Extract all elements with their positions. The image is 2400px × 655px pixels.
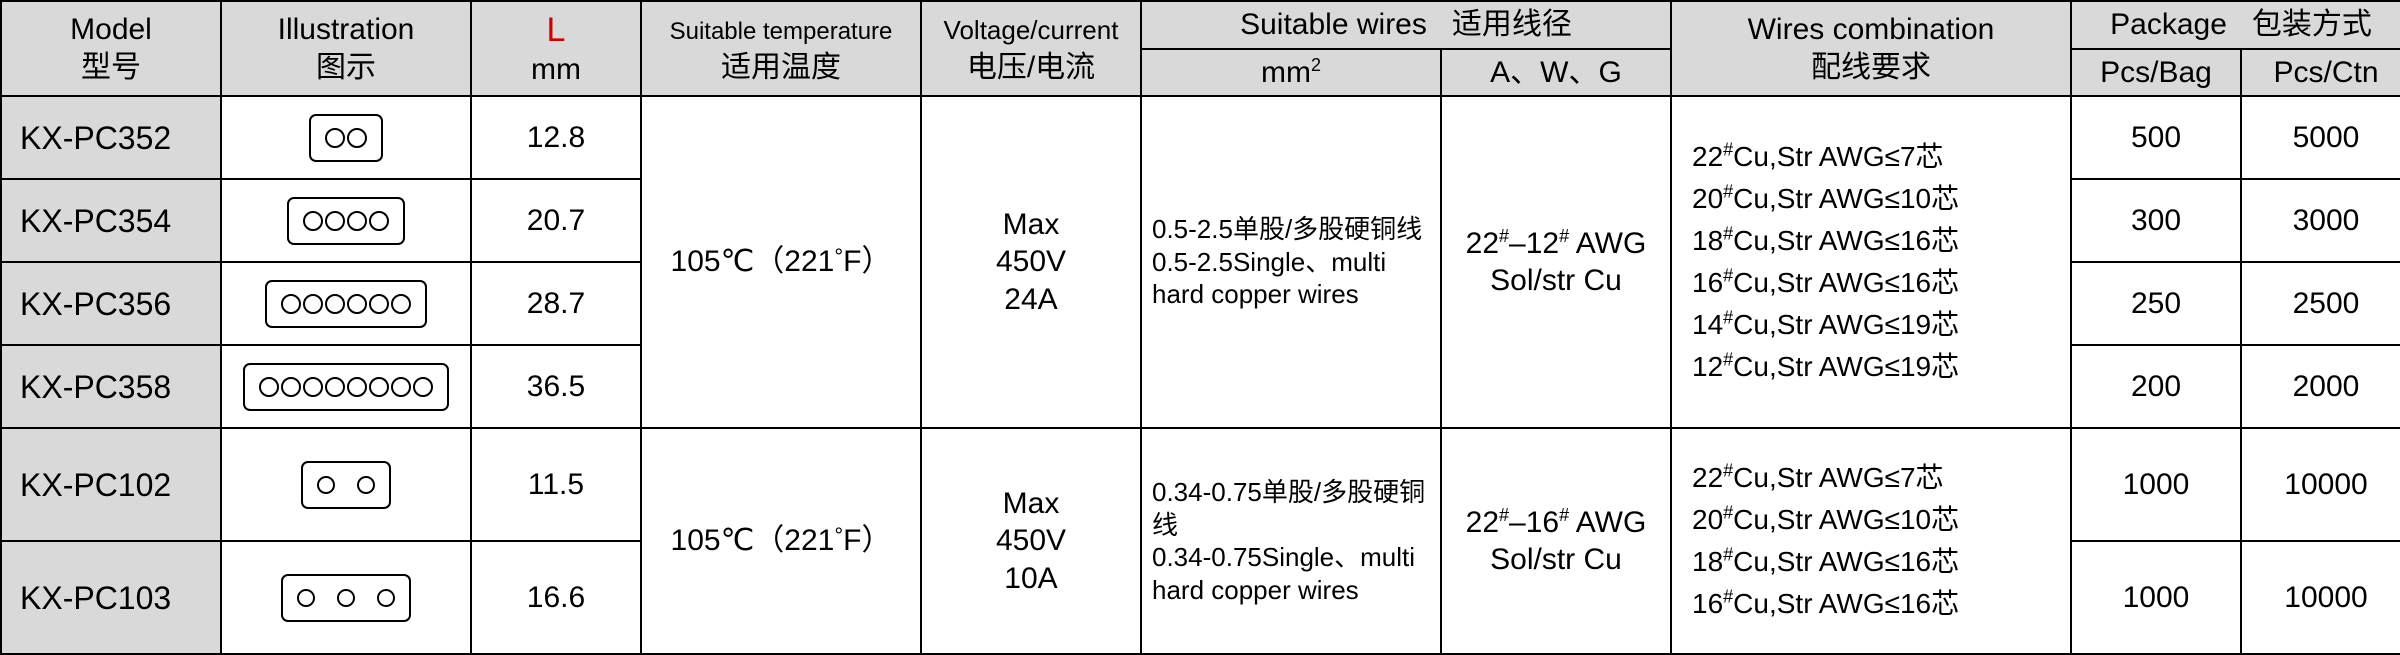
model-cell: KX-PC358 [1, 345, 221, 428]
header-package-en: Package [2110, 8, 2227, 41]
voltage-cell: Max450V24A [921, 96, 1141, 428]
pcs-ctn-cell: 10000 [2241, 541, 2400, 654]
pcs-bag-cell: 250 [2071, 262, 2241, 345]
pcs-bag-cell: 200 [2071, 345, 2241, 428]
illustration-cell [221, 262, 471, 345]
table-row: KX-PC10211.5105℃（221°F）Max450V10A0.34-0.… [1, 428, 2400, 541]
header-model: Model 型号 [1, 1, 221, 96]
header-wires-sub1: mm2 [1141, 49, 1441, 97]
header-temperature-en: Suitable temperature [670, 18, 893, 45]
illustration-cell [221, 96, 471, 179]
pcs-ctn-cell: 10000 [2241, 428, 2400, 541]
length-cell: 12.8 [471, 96, 641, 179]
header-illustration-en: Illustration [278, 13, 415, 46]
length-cell: 20.7 [471, 179, 641, 262]
illustration-cell [221, 428, 471, 541]
pcs-ctn-cell: 5000 [2241, 96, 2400, 179]
header-wires-en: Suitable wires [1240, 8, 1427, 41]
length-cell: 36.5 [471, 345, 641, 428]
pcs-bag-cell: 1000 [2071, 428, 2241, 541]
header-wires-sub1-lbl: mm2 [1261, 56, 1321, 89]
header-L-unit: mm [531, 53, 581, 86]
temperature-cell: 105℃（221°F） [641, 96, 921, 428]
combination-cell: 22#Cu,Str AWG≤7芯20#Cu,Str AWG≤10芯18#Cu,S… [1671, 96, 2071, 428]
wire-awg-cell: 22#–12# AWGSol/str Cu [1441, 96, 1671, 428]
illustration-cell [221, 541, 471, 654]
wire-mm2-cell: 0.5-2.5单股/多股硬铜线0.5-2.5Single、multi hard … [1141, 96, 1441, 428]
model-cell: KX-PC356 [1, 262, 221, 345]
header-wires-sub2: A、W、G [1441, 49, 1671, 97]
illustration-cell [221, 345, 471, 428]
model-cell: KX-PC354 [1, 179, 221, 262]
header-combination-zh: 配线要求 [1811, 51, 1931, 84]
spec-table: Model 型号 Illustration 图示 L mm Suitable t… [0, 0, 2400, 655]
wire-awg-cell: 22#–16# AWGSol/str Cu [1441, 428, 1671, 654]
header-illustration-zh: 图示 [316, 51, 376, 84]
model-cell: KX-PC352 [1, 96, 221, 179]
temperature-cell: 105℃（221°F） [641, 428, 921, 654]
header-voltage: Voltage/current 电压/电流 [921, 1, 1141, 96]
header-model-en: Model [70, 13, 152, 46]
pcs-ctn-cell: 2000 [2241, 345, 2400, 428]
header-illustration: Illustration 图示 [221, 1, 471, 96]
header-L: L mm [471, 1, 641, 96]
pcs-ctn-cell: 2500 [2241, 262, 2400, 345]
pcs-bag-cell: 1000 [2071, 541, 2241, 654]
table-row: KX-PC35212.8105℃（221°F）Max450V24A0.5-2.5… [1, 96, 2400, 179]
header-voltage-zh: 电压/电流 [967, 51, 1095, 84]
length-cell: 28.7 [471, 262, 641, 345]
header-package: Package 包装方式 [2071, 1, 2400, 49]
header-combination-en: Wires combination [1748, 13, 1995, 46]
header-voltage-en: Voltage/current [944, 15, 1119, 45]
header-L-label: L [547, 11, 566, 49]
model-cell: KX-PC103 [1, 541, 221, 654]
pcs-bag-cell: 300 [2071, 179, 2241, 262]
illustration-cell [221, 179, 471, 262]
header-wires: Suitable wires 适用线径 [1141, 1, 1671, 49]
wire-mm2-cell: 0.34-0.75单股/多股硬铜线0.34-0.75Single、multi h… [1141, 428, 1441, 654]
header-temperature-zh: 适用温度 [721, 51, 841, 84]
header-model-zh: 型号 [81, 51, 141, 84]
header-package-sub1: Pcs/Bag [2071, 49, 2241, 97]
spec-table-body: KX-PC35212.8105℃（221°F）Max450V24A0.5-2.5… [1, 96, 2400, 654]
pcs-ctn-cell: 3000 [2241, 179, 2400, 262]
length-cell: 11.5 [471, 428, 641, 541]
header-row-1: Model 型号 Illustration 图示 L mm Suitable t… [1, 1, 2400, 49]
header-package-zh: 包装方式 [2252, 8, 2372, 41]
voltage-cell: Max450V10A [921, 428, 1141, 654]
model-cell: KX-PC102 [1, 428, 221, 541]
pcs-bag-cell: 500 [2071, 96, 2241, 179]
header-wires-zh: 适用线径 [1452, 8, 1572, 41]
header-temperature: Suitable temperature 适用温度 [641, 1, 921, 96]
combination-cell: 22#Cu,Str AWG≤7芯20#Cu,Str AWG≤10芯18#Cu,S… [1671, 428, 2071, 654]
length-cell: 16.6 [471, 541, 641, 654]
header-package-sub2: Pcs/Ctn [2241, 49, 2400, 97]
header-combination: Wires combination 配线要求 [1671, 1, 2071, 96]
